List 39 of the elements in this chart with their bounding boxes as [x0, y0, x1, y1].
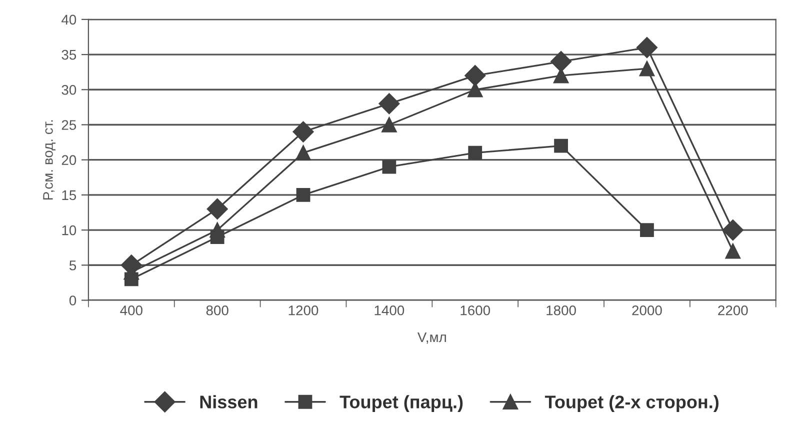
point [382, 117, 397, 132]
x-tick-label: 800 [206, 305, 228, 316]
x-tick-label: 2000 [632, 305, 662, 316]
point [550, 51, 572, 72]
legend-label: Toupet (2-х сторон.) [544, 395, 718, 412]
point [210, 222, 225, 238]
legend-label: Nissen [200, 395, 258, 408]
y-tick-label: 30 [62, 84, 76, 95]
point [468, 146, 482, 160]
y-tick-label: 10 [62, 225, 76, 236]
x-tick-label: 1600 [460, 305, 490, 316]
point [639, 60, 655, 76]
y-tick-label: 40 [62, 14, 76, 25]
point [722, 220, 744, 241]
x-tick-label: 1200 [288, 305, 318, 316]
x-axis-title: V,мл [417, 332, 446, 344]
x-tick-label: 1800 [546, 305, 576, 316]
y-tick-label: 15 [62, 190, 76, 200]
x-tick-label: 2200 [718, 305, 748, 316]
point [296, 188, 310, 202]
y-tick-label: 0 [69, 296, 76, 306]
point [382, 160, 396, 174]
point [554, 138, 568, 153]
y-tick-label: 20 [62, 155, 76, 166]
y-tick-label: 25 [62, 120, 76, 130]
point [636, 37, 658, 58]
point [296, 145, 311, 160]
x-tick-label: 400 [120, 305, 142, 316]
point [292, 121, 314, 142]
point [725, 243, 741, 259]
y-tick-label: 5 [69, 260, 76, 270]
y-axis-title: P,см. вод. ст. [43, 120, 56, 200]
point [378, 93, 400, 114]
point [640, 223, 654, 237]
legend-label: Toupet (парц.) [340, 395, 463, 412]
point [206, 198, 228, 220]
point [464, 65, 486, 86]
x-tick-label: 1400 [374, 305, 404, 316]
y-tick-label: 35 [62, 50, 76, 60]
